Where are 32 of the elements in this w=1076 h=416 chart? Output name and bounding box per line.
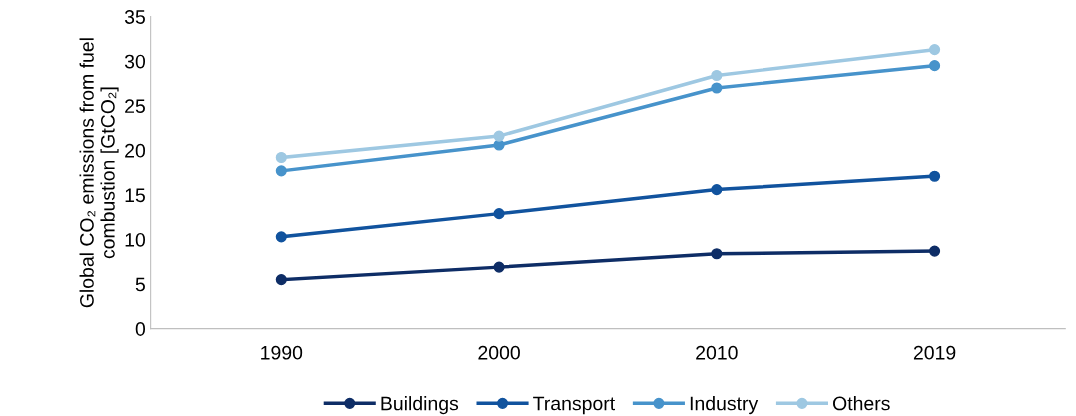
point xyxy=(929,60,941,72)
y-tick-label: 30 xyxy=(124,54,146,69)
x-tick-label: 2010 xyxy=(696,345,738,360)
y-tick-label: 15 xyxy=(125,188,145,203)
y-axis-title: Global CO₂ emissions from fuel combustion [GtCO₂] xyxy=(79,38,119,308)
point xyxy=(275,231,287,243)
point xyxy=(929,170,941,182)
point xyxy=(711,184,723,196)
legend-label: Transport xyxy=(533,396,616,415)
legend-label: Buildings xyxy=(381,396,459,415)
point xyxy=(275,151,287,164)
x-tick-label: 1990 xyxy=(261,345,303,360)
point xyxy=(493,261,505,273)
point xyxy=(493,130,505,142)
y-tick-label: 35 xyxy=(124,10,145,24)
x-tick-label: 2019 xyxy=(913,345,956,360)
point xyxy=(711,69,723,82)
y-tick-label: 0 xyxy=(135,322,146,336)
legend-label: Industry xyxy=(690,396,759,415)
point xyxy=(711,248,723,260)
y-tick-label: 25 xyxy=(125,99,145,114)
point xyxy=(711,82,723,94)
point xyxy=(493,208,505,220)
point xyxy=(929,44,941,56)
y-tick-label: 10 xyxy=(125,232,146,247)
point xyxy=(275,274,287,286)
legend-label: Others xyxy=(833,396,890,411)
y-tick-label: 20 xyxy=(125,143,146,158)
x-tick-label: 2000 xyxy=(478,345,520,360)
y-tick-label: 5 xyxy=(135,277,145,292)
point xyxy=(929,245,941,257)
point xyxy=(275,165,287,177)
